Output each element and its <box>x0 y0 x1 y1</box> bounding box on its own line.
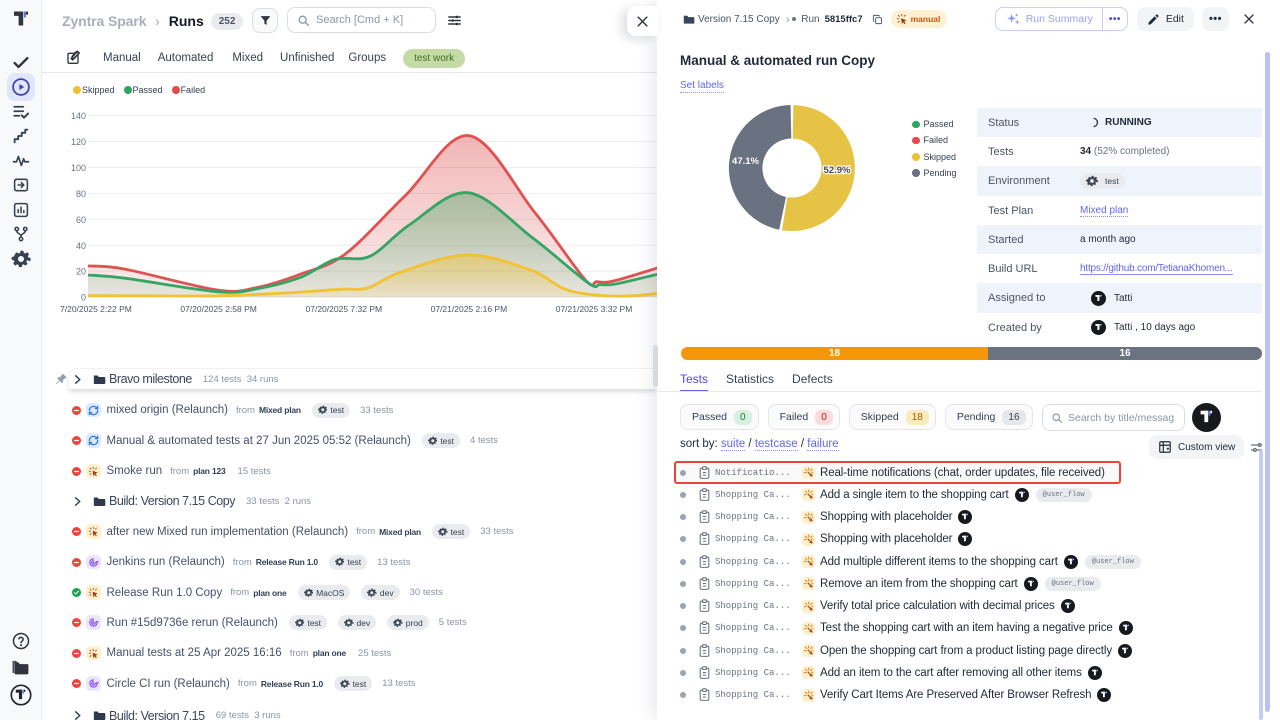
svg-text:52.9%: 52.9% <box>824 165 851 176</box>
svg-text:47.1%: 47.1% <box>732 156 759 167</box>
svg-text:120: 120 <box>71 137 86 147</box>
svg-text:7/20/2025 2:22 PM: 7/20/2025 2:22 PM <box>60 304 132 314</box>
svg-text:100: 100 <box>71 163 86 173</box>
svg-text:07/21/2025 3:32 PM: 07/21/2025 3:32 PM <box>556 304 633 314</box>
svg-text:40: 40 <box>76 241 86 251</box>
svg-text:80: 80 <box>76 189 86 199</box>
svg-text:07/20/2025 7:32 PM: 07/20/2025 7:32 PM <box>306 304 383 314</box>
svg-text:0: 0 <box>81 293 86 303</box>
svg-text:07/21/2025 2:16 PM: 07/21/2025 2:16 PM <box>431 304 508 314</box>
svg-text:140: 140 <box>71 111 86 121</box>
svg-text:60: 60 <box>76 215 86 225</box>
svg-text:20: 20 <box>76 267 86 277</box>
svg-text:07/20/2025 2:58 PM: 07/20/2025 2:58 PM <box>180 304 257 314</box>
